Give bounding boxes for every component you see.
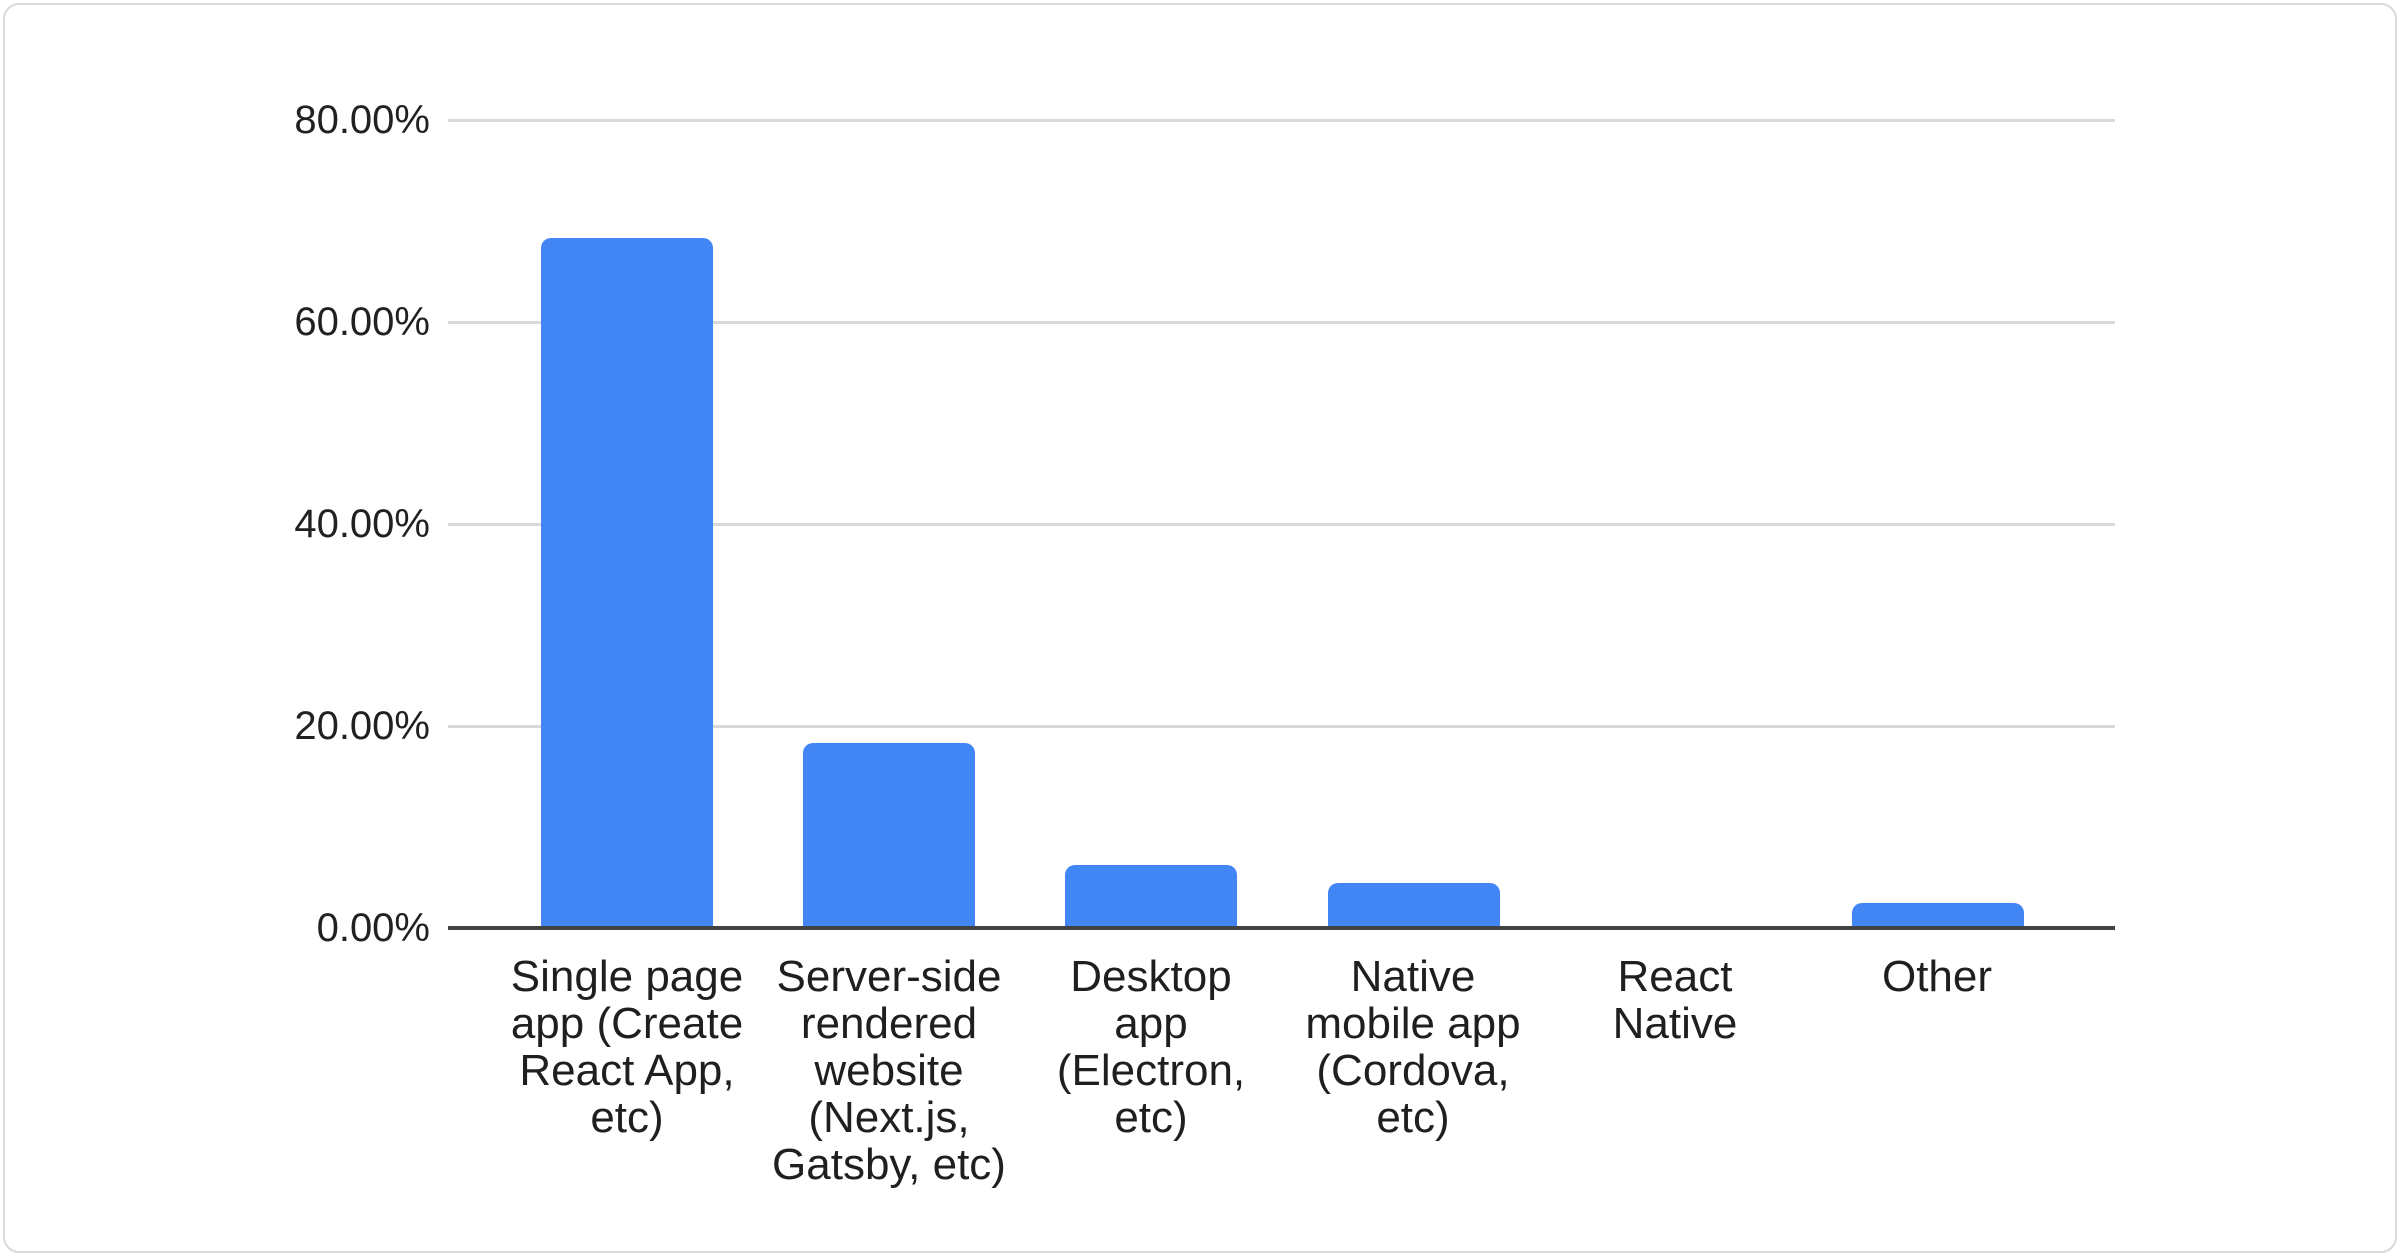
bar-5 <box>1851 902 2024 928</box>
y-tick-label-40: 40.00% <box>294 502 430 546</box>
x-axis-label-0: Single page app (Create React App, etc) <box>510 952 744 1142</box>
chart-card: 0.00% 20.00% 40.00% 60.00% 80.00% Single pag… <box>3 3 2397 1253</box>
x-axis-line <box>448 926 2115 930</box>
x-axis-label-5: Other <box>1881 952 1993 1001</box>
gridline-40 <box>448 522 2115 526</box>
x-axis-label-3: Native mobile app (Cordova, etc) <box>1305 952 1521 1142</box>
gridline-80 <box>448 118 2115 122</box>
x-axis-label-1: Server-side rendered website (Next.js, G… <box>772 952 1006 1189</box>
gridline-20 <box>448 724 2115 728</box>
y-tick-label-60: 60.00% <box>294 300 430 344</box>
x-axis-label-2: Desktop app (Electron, etc) <box>1056 952 1246 1142</box>
y-axis: 0.00% 20.00% 40.00% 60.00% 80.00% <box>5 98 430 950</box>
bar-0 <box>541 238 714 928</box>
gridline-60 <box>448 320 2115 324</box>
bar-slot-1 <box>758 120 1020 928</box>
x-axis-label-4: React Native <box>1612 952 1738 1048</box>
bar-slot-5 <box>1807 120 2069 928</box>
bars-row <box>496 120 2069 928</box>
x-axis-labels: Single page app (Create React App, etc) S… <box>496 953 2068 1188</box>
bar-2 <box>1065 865 1238 928</box>
y-tick-label-80: 80.00% <box>294 98 430 142</box>
bar-3 <box>1327 882 1500 928</box>
plot-area <box>448 118 2115 930</box>
bar-slot-2 <box>1020 120 1282 928</box>
y-tick-label-20: 20.00% <box>294 704 430 748</box>
bar-slot-0 <box>496 120 758 928</box>
y-tick-label-0: 0.00% <box>316 906 430 950</box>
bar-slot-3 <box>1283 120 1545 928</box>
bar-slot-4 <box>1545 120 1807 928</box>
bar-1 <box>803 743 976 928</box>
